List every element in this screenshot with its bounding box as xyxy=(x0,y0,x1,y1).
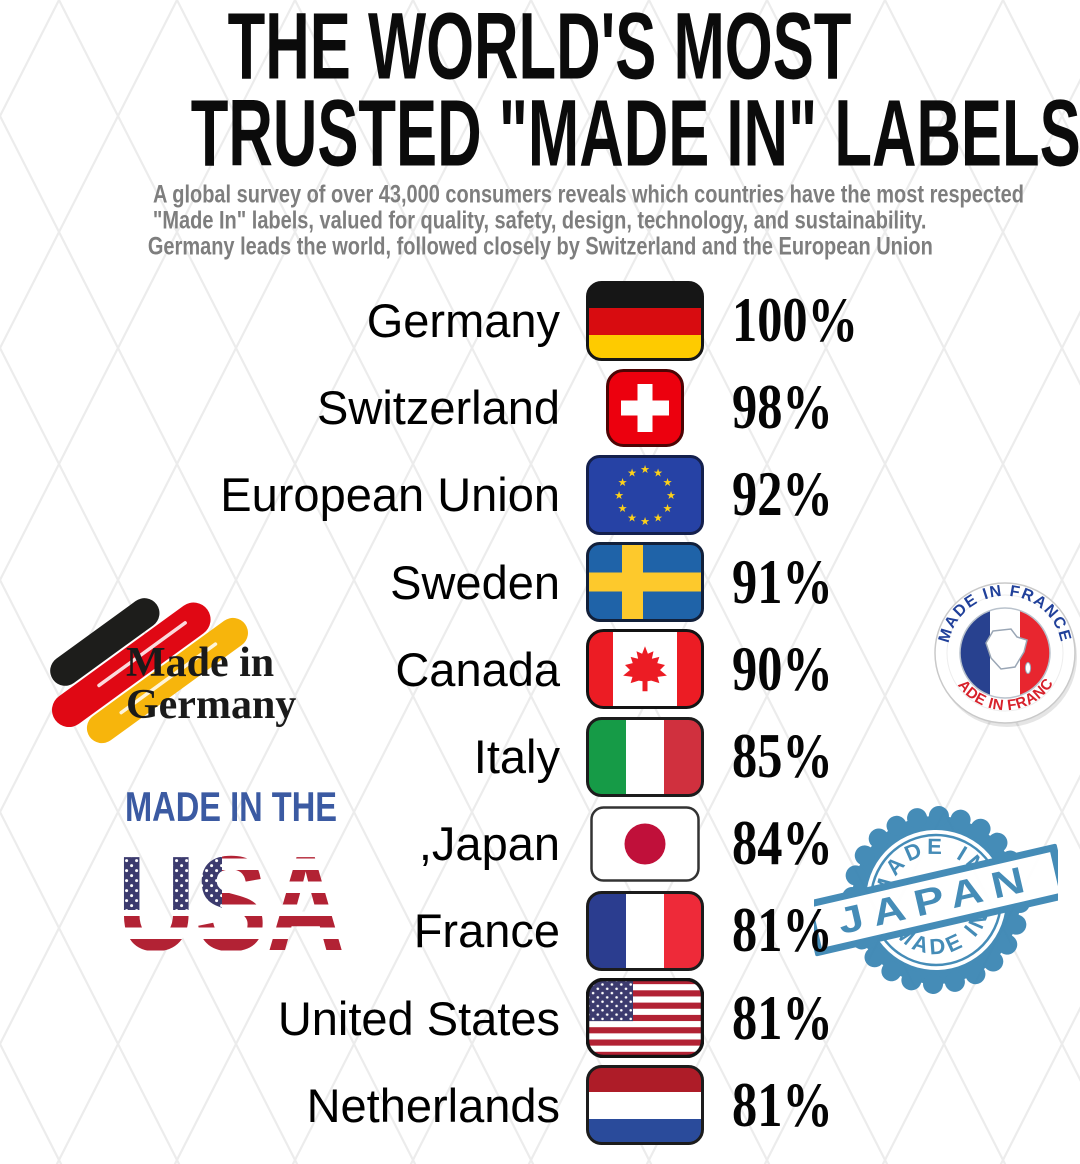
ranking-row-european-union: European Union ★ ★ ★ ★ ★ ★ ★ ★ ★ ★ ★ ★ 92% xyxy=(0,451,1080,538)
subtitle: A global survey of over 43,000 consumers… xyxy=(0,181,1080,259)
switzerland-flag-icon xyxy=(570,368,720,447)
subtitle-line-3: Germany leads the world, followed closel… xyxy=(147,232,933,260)
ranking-row-france: France 81% xyxy=(0,887,1080,974)
canada-flag-icon xyxy=(570,629,720,710)
ranking-row-sweden: Sweden 91% xyxy=(0,539,1080,626)
trust-percentage: 81% xyxy=(732,982,833,1053)
trust-percentage: 100% xyxy=(732,285,858,356)
country-label: Canada xyxy=(395,642,560,696)
svg-text:★: ★ xyxy=(618,502,628,515)
svg-text:★: ★ xyxy=(614,489,624,502)
european-union-flag-icon: ★ ★ ★ ★ ★ ★ ★ ★ ★ ★ ★ ★ xyxy=(570,454,720,535)
ranking-row-germany: Germany 100% xyxy=(0,277,1080,364)
germany-logo-text-line1: Made in xyxy=(126,640,274,686)
country-label: France xyxy=(413,904,560,958)
svg-text:★: ★ xyxy=(653,466,663,479)
svg-text:★: ★ xyxy=(663,476,673,489)
country-label: Netherlands xyxy=(306,1078,560,1132)
svg-text:★: ★ xyxy=(640,515,650,528)
trust-percentage: 91% xyxy=(732,546,833,617)
made-in-the-usa-logo: USA MADE IN THE xyxy=(114,778,349,963)
svg-text:★: ★ xyxy=(666,489,676,502)
svg-text:★: ★ xyxy=(618,476,628,489)
country-label: Italy xyxy=(473,730,560,784)
trust-percentage: 85% xyxy=(732,721,833,792)
france-map-icon xyxy=(985,628,1028,670)
ranking-row-canada: Canada 90% xyxy=(0,626,1080,713)
usa-logo-top-text: MADE IN THE xyxy=(125,783,337,830)
trust-percentage: 92% xyxy=(732,459,833,530)
netherlands-flag-icon xyxy=(570,1065,720,1146)
trust-percentage: 81% xyxy=(732,1069,833,1140)
made-in-france-badge: MADE IN FRANCE MADE IN FRANCE xyxy=(925,566,1080,734)
country-label: United States xyxy=(277,991,560,1045)
japan-flag-icon xyxy=(570,805,720,882)
title-line-1: THE WORLD'S MOST xyxy=(228,0,852,99)
svg-text:★: ★ xyxy=(640,463,650,476)
sweden-flag-icon xyxy=(570,542,720,623)
country-label: ,Japan xyxy=(418,817,560,871)
country-label: Germany xyxy=(366,294,560,348)
usa-flag-filled-word xyxy=(117,838,345,958)
trust-percentage: 90% xyxy=(732,633,833,704)
country-label: Sweden xyxy=(390,555,560,609)
united-states-flag-icon xyxy=(570,978,720,1059)
italy-flag-icon xyxy=(570,716,720,797)
ranking-row-italy: Italy 85% xyxy=(0,713,1080,800)
trust-percentage: 98% xyxy=(732,372,833,443)
ranking-row-netherlands: Netherlands 81% xyxy=(0,1062,1080,1149)
germany-flag-icon xyxy=(570,280,720,361)
france-flag-icon xyxy=(570,890,720,971)
trust-percentage: 81% xyxy=(732,895,833,966)
ranking-row-united-states: United States xyxy=(0,975,1080,1062)
germany-brush-swoosh-icon xyxy=(50,598,248,744)
germany-logo-text-line2: Germany xyxy=(126,682,296,728)
ranking-row-japan: ,Japan 84% xyxy=(0,800,1080,887)
title-line-2: TRUSTED "MADE IN" LABELS xyxy=(190,79,1080,186)
subtitle-line-2: "Made In" labels, valued for quality, sa… xyxy=(153,206,927,234)
subtitle-line-1: A global survey of over 43,000 consumers… xyxy=(153,180,1024,208)
country-label: Switzerland xyxy=(317,381,560,435)
svg-text:★: ★ xyxy=(653,511,663,524)
ranking-row-switzerland: Switzerland 98% xyxy=(0,364,1080,451)
svg-text:★: ★ xyxy=(663,502,673,515)
country-label: European Union xyxy=(220,468,560,522)
ranking-list: Germany 100% Switzerland xyxy=(0,277,1080,1149)
svg-text:★: ★ xyxy=(627,466,637,479)
svg-text:★: ★ xyxy=(627,511,637,524)
page-title: THE WORLD'S MOST TRUSTED "MADE IN" LABEL… xyxy=(0,0,1080,180)
made-in-germany-logo: Made in Germany xyxy=(34,590,304,760)
trust-percentage: 84% xyxy=(732,808,833,879)
